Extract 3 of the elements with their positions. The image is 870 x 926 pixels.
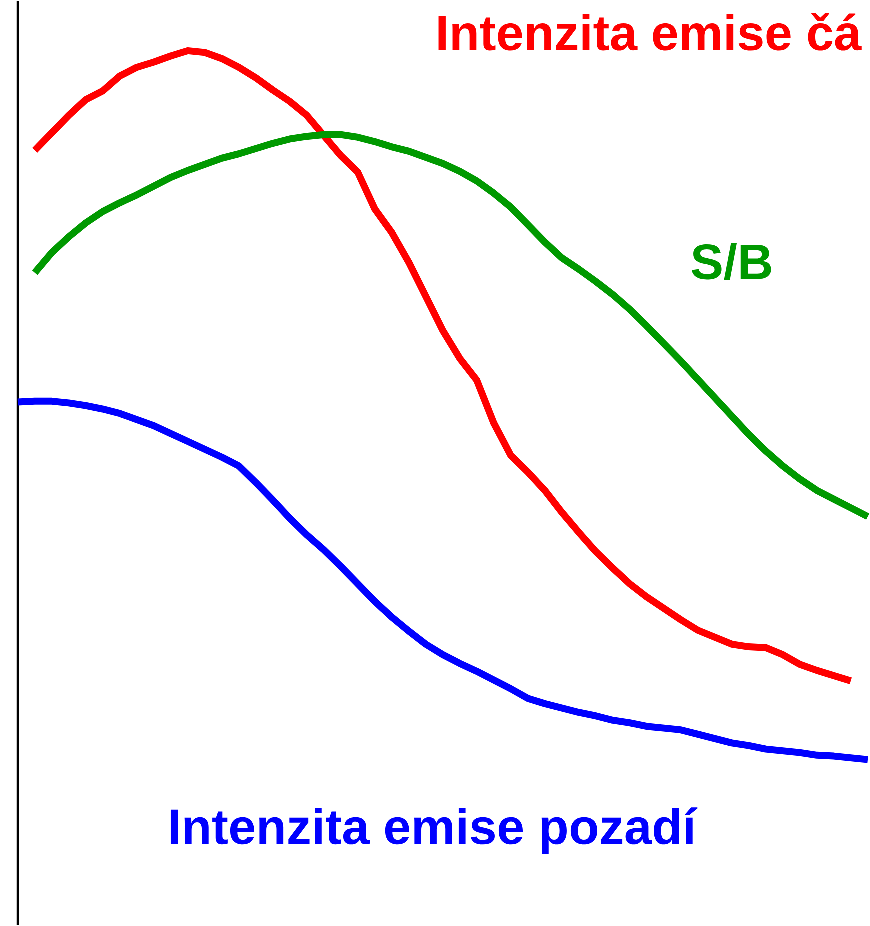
text: Intenzita emise čá xyxy=(438,13,862,51)
series-label: S/B xyxy=(692,243,772,280)
series-label: Intenzita emise pozadí xyxy=(170,808,698,855)
